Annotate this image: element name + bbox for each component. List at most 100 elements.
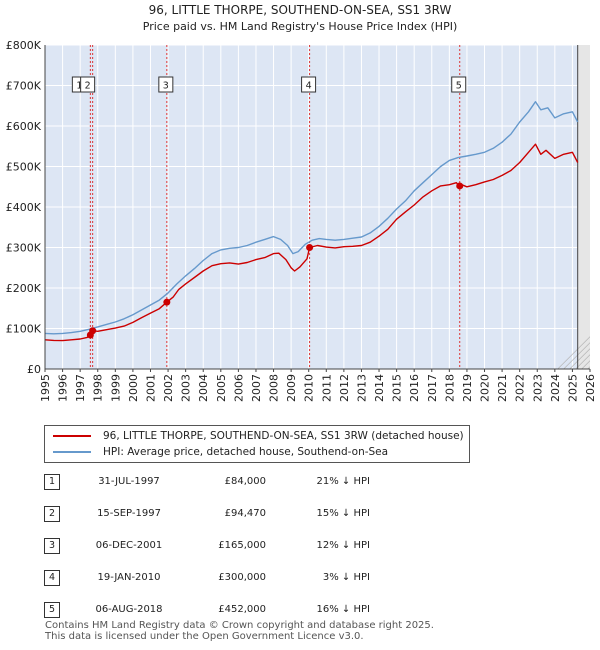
x-tick-label: 2009 bbox=[285, 374, 298, 402]
x-tick-label: 2013 bbox=[355, 374, 368, 402]
sale-marker-box bbox=[158, 76, 174, 93]
y-tick-label: £400K bbox=[6, 201, 42, 214]
forecast-region bbox=[577, 45, 590, 369]
legend-label-property: 96, LITTLE THORPE, SOUTHEND-ON-SEA, SS1 … bbox=[103, 430, 464, 442]
copyright-line: Contains HM Land Registry data © Crown c… bbox=[45, 620, 434, 631]
sale-price: £84,000 bbox=[224, 476, 266, 487]
sale-hpi-diff: 15% ↓ HPI bbox=[316, 508, 370, 519]
x-tick-label: 2004 bbox=[197, 374, 210, 402]
table-row: 2 15-SEP-1997 £94,470 15% ↓ HPI bbox=[44, 506, 444, 522]
sale-number: 2 bbox=[44, 506, 60, 522]
sale-marker-label: 3 bbox=[163, 81, 169, 92]
x-tick-label: 2012 bbox=[338, 374, 351, 402]
x-tick-label: 1999 bbox=[109, 374, 122, 402]
sale-hpi-diff: 21% ↓ HPI bbox=[316, 476, 370, 487]
x-tick-label: 2005 bbox=[215, 374, 228, 402]
x-tick-label: 2023 bbox=[531, 374, 544, 402]
sale-date: 15-SEP-1997 bbox=[97, 508, 161, 519]
x-tick-label: 2021 bbox=[496, 374, 509, 402]
y-tick-label: £600K bbox=[6, 120, 42, 133]
sale-number: 4 bbox=[44, 570, 60, 586]
sale-marker-box bbox=[451, 76, 467, 93]
x-tick-label: 1998 bbox=[92, 374, 105, 402]
sale-marker-5: 5 bbox=[451, 76, 467, 93]
chart-subtitle: Price paid vs. HM Land Registry's House … bbox=[143, 20, 458, 33]
sale-price: £452,000 bbox=[218, 604, 266, 615]
legend-line-property bbox=[53, 435, 91, 437]
x-tick-label: 2007 bbox=[250, 374, 263, 402]
property-price-line bbox=[44, 143, 579, 342]
hatch-line bbox=[581, 360, 590, 369]
x-tick-label: 2002 bbox=[162, 374, 175, 402]
sale-price: £94,470 bbox=[224, 508, 266, 519]
sale-date: 06-DEC-2001 bbox=[95, 540, 163, 551]
y-tick-label: £300K bbox=[6, 242, 42, 255]
sale-marker-3: 3 bbox=[158, 76, 174, 93]
sale-number: 1 bbox=[44, 474, 60, 490]
x-tick-label: 2017 bbox=[426, 374, 439, 402]
sale-vlines bbox=[89, 45, 461, 369]
y-tick-label: £700K bbox=[6, 80, 42, 93]
sale-point bbox=[306, 244, 314, 251]
sale-point bbox=[456, 182, 464, 190]
x-tick-label: 2010 bbox=[303, 374, 316, 402]
x-tick-label: 2014 bbox=[373, 374, 386, 402]
sale-marker-box bbox=[80, 76, 96, 93]
table-row: 1 31-JUL-1997 £84,000 21% ↓ HPI bbox=[44, 474, 444, 490]
x-tick-label: 2016 bbox=[408, 374, 421, 402]
sale-date: 19-JAN-2010 bbox=[97, 572, 161, 583]
x-tick-label: 2020 bbox=[479, 374, 492, 402]
legend-line-hpi bbox=[53, 451, 91, 453]
footer: Contains HM Land Registry data © Crown c… bbox=[45, 620, 434, 642]
x-tick-label: 2024 bbox=[549, 374, 562, 402]
sale-marker-label: 1 bbox=[76, 81, 82, 92]
x-tick-label: 2000 bbox=[127, 374, 140, 402]
x-tick-label: 2025 bbox=[566, 374, 579, 402]
y-tick-label: £0 bbox=[27, 363, 41, 376]
sale-marker-2: 2 bbox=[80, 76, 96, 93]
x-tick-label: 2003 bbox=[180, 374, 193, 402]
sale-marker-4: 4 bbox=[301, 76, 317, 93]
x-tick-label: 2001 bbox=[144, 374, 157, 402]
hatch-line bbox=[575, 354, 590, 369]
sale-number: 5 bbox=[44, 602, 60, 618]
x-tick-label: 1995 bbox=[39, 374, 52, 402]
table-row: 4 19-JAN-2010 £300,000 3% ↓ HPI bbox=[44, 570, 444, 586]
sale-date: 06-AUG-2018 bbox=[95, 604, 163, 615]
hpi-line bbox=[44, 101, 579, 335]
x-tick-label: 2019 bbox=[461, 374, 474, 402]
x-tick-label: 2022 bbox=[514, 374, 527, 402]
x-tick-label: 2008 bbox=[268, 374, 281, 402]
legend: 96, LITTLE THORPE, SOUTHEND-ON-SEA, SS1 … bbox=[44, 425, 470, 463]
y-tick-label: £100K bbox=[6, 323, 42, 336]
sale-marker-label: 4 bbox=[306, 81, 312, 92]
sale-hpi-diff: 3% ↓ HPI bbox=[322, 572, 370, 583]
x-tick-label: 2018 bbox=[443, 374, 456, 402]
sale-point bbox=[163, 298, 171, 306]
legend-item-hpi: HPI: Average price, detached house, Sout… bbox=[53, 445, 388, 459]
sale-marker-label: 5 bbox=[456, 81, 462, 92]
axes: £0 £100K £200K £300K £400K £500K £600K £700K £80… bbox=[6, 39, 597, 402]
x-tick-label: 2011 bbox=[320, 374, 333, 402]
price-chart: 96, LITTLE THORPE, SOUTHEND-ON-SEA, SS1 … bbox=[6, 3, 600, 402]
x-tick-label: 2006 bbox=[232, 374, 245, 402]
x-tick-label: 1996 bbox=[57, 374, 70, 402]
sale-price: £300,000 bbox=[218, 572, 266, 583]
sale-hpi-diff: 12% ↓ HPI bbox=[316, 540, 370, 551]
forecast-hatch bbox=[557, 45, 600, 369]
hatch-line bbox=[594, 329, 600, 369]
table-row: 3 06-DEC-2001 £165,000 12% ↓ HPI bbox=[44, 538, 444, 554]
hatch-line bbox=[569, 348, 590, 369]
sale-dots bbox=[86, 182, 464, 339]
sale-price: £165,000 bbox=[218, 540, 266, 551]
legend-label-hpi: HPI: Average price, detached house, Sout… bbox=[103, 446, 389, 458]
hatch-line bbox=[563, 342, 590, 369]
y-tick-label: £800K bbox=[6, 39, 42, 52]
sale-marker-label: 2 bbox=[85, 81, 91, 92]
chart-title: 96, LITTLE THORPE, SOUTHEND-ON-SEA, SS1 … bbox=[149, 3, 452, 17]
sale-date: 31-JUL-1997 bbox=[98, 476, 160, 487]
sale-marker-box bbox=[301, 76, 317, 93]
series-lines bbox=[44, 101, 579, 342]
x-tick-label: 2015 bbox=[391, 374, 404, 402]
y-tick-label: £500K bbox=[6, 161, 42, 174]
